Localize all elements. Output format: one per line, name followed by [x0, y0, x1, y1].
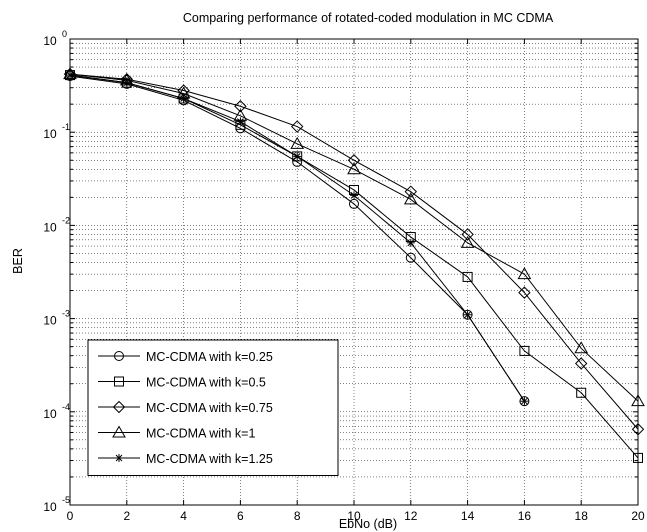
data-point: [234, 100, 247, 113]
x-tick-label: 10: [347, 509, 361, 523]
legend-label: MC-CDMA with k=1: [146, 427, 255, 441]
data-point: [404, 185, 418, 198]
data-point: [461, 228, 474, 241]
y-axis-label: BER: [11, 248, 25, 274]
data-point: [462, 271, 473, 282]
x-tick-label: 0: [67, 509, 74, 523]
legend-label: MC-CDMA with k=0.5: [146, 376, 266, 390]
x-tick-label: 20: [631, 509, 645, 523]
legend: MC-CDMA with k=0.25 MC-CDMA with k=0.5 MC-…: [87, 339, 339, 476]
data-point: [347, 162, 361, 175]
x-tick-label: 4: [180, 509, 187, 523]
legend-entry: MC-CDMA with k=0.5: [98, 376, 266, 390]
series-3: [63, 67, 645, 436]
data-point: [462, 309, 473, 320]
data-point: [236, 117, 245, 126]
svg-text:10: 10: [43, 220, 57, 234]
svg-text:10: 10: [43, 407, 57, 421]
data-point: [349, 198, 359, 209]
x-tick-label: 18: [575, 509, 589, 523]
legend-entry: MC-CDMA with k=0.75: [98, 400, 273, 415]
data-point: [405, 252, 416, 263]
data-point: [122, 78, 131, 87]
svg-text:10: 10: [43, 314, 57, 328]
legend-label: MC-CDMA with k=0.25: [146, 350, 273, 364]
data-point: [179, 94, 188, 103]
series-4: [63, 67, 645, 407]
series-line: [69, 73, 639, 402]
x-tick-label: 2: [123, 509, 130, 523]
data-point: [406, 238, 415, 247]
svg-text:-5: -5: [62, 495, 70, 505]
data-point: [520, 397, 529, 406]
svg-text:10: 10: [43, 500, 57, 514]
data-point: [293, 152, 302, 161]
x-tick-label: 16: [518, 509, 532, 523]
data-point: [518, 286, 531, 299]
svg-text:10: 10: [43, 34, 57, 48]
legend-label: MC-CDMA with k=1.25: [146, 452, 273, 466]
data-point: [290, 136, 305, 149]
series-line: [69, 73, 639, 430]
data-point: [517, 267, 532, 280]
data-point: [519, 345, 530, 356]
svg-text:0: 0: [62, 29, 67, 39]
y-tick-label: 10 -4: [43, 402, 70, 421]
data-point: [460, 235, 475, 248]
y-tick-label: 10 0: [43, 29, 67, 48]
legend-box: [87, 339, 339, 476]
data-point: [347, 154, 361, 167]
data-point: [292, 151, 303, 162]
data-point: [350, 191, 358, 200]
y-tick-label: 10 -5: [43, 495, 70, 514]
svg-text:-2: -2: [62, 215, 70, 225]
data-point: [574, 341, 589, 354]
legend-entry: MC-CDMA with k=1: [98, 425, 255, 441]
data-point: [576, 387, 587, 398]
series-line: [69, 75, 525, 402]
x-tick-label: 14: [461, 509, 475, 523]
svg-text:10: 10: [43, 127, 57, 141]
y-tick-label: 10 -1: [43, 122, 70, 141]
y-tick-label: 10 -2: [43, 215, 70, 234]
legend-label: MC-CDMA with k=0.75: [146, 401, 273, 415]
x-tick-label: 12: [404, 509, 418, 523]
legend-entry: MC-CDMA with k=1.25: [98, 452, 273, 466]
chart-title: Comparing performance of rotated-coded m…: [183, 11, 554, 25]
data-point: [463, 310, 472, 319]
series-layer: [63, 67, 645, 463]
legend-entry: MC-CDMA with k=0.25: [98, 350, 273, 364]
y-tick-label: 10 -3: [43, 309, 70, 328]
data-point: [403, 192, 418, 205]
svg-text:-1: -1: [62, 122, 70, 132]
x-axis-label: EbNo (dB): [339, 517, 397, 531]
axes: 0 2 4 6 8 10 12 14 16 18 20 10 0 10 -1 10 -2 10 -3 10 -4 10 -5: [43, 29, 645, 523]
data-point: [574, 357, 588, 370]
svg-text:-4: -4: [62, 402, 70, 412]
x-tick-label: 8: [294, 509, 301, 523]
svg-text:-3: -3: [62, 309, 70, 319]
x-tick-label: 6: [237, 509, 244, 523]
data-point: [290, 120, 304, 133]
data-point: [519, 396, 530, 407]
